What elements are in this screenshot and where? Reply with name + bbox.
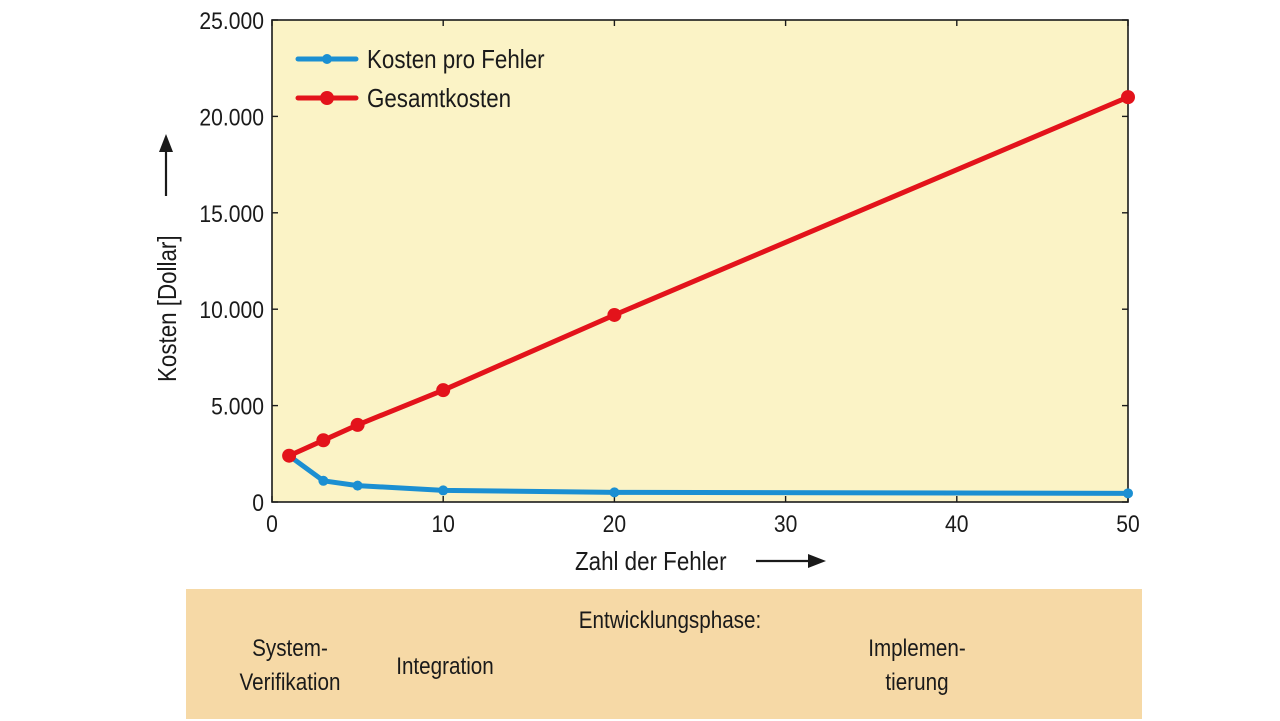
- series-layer: [282, 90, 1135, 499]
- data-point: [282, 448, 297, 463]
- y-tick-label: 5.000: [211, 393, 264, 420]
- legend-swatch-marker: [322, 54, 332, 64]
- series-line: [286, 453, 1131, 496]
- x-tick-label: 0: [266, 511, 278, 538]
- legend: Kosten pro Fehler Gesamtkosten: [295, 45, 545, 113]
- x-tick-label: 30: [774, 511, 797, 538]
- x-tick-label: 50: [1116, 511, 1139, 538]
- data-point: [1121, 90, 1135, 105]
- y-axis-label: Kosten [Dollar]: [153, 235, 182, 382]
- y-tick-label: 20.000: [199, 104, 264, 131]
- phase-implementation-line2: tierung: [885, 669, 949, 696]
- phase-implementation-line1: Implemen-: [868, 635, 966, 662]
- phase-system-line2: Verifikation: [239, 669, 341, 696]
- data-point: [352, 480, 363, 491]
- x-axis-label: Zahl der Fehler: [575, 547, 727, 576]
- legend-swatch-marker: [320, 91, 334, 105]
- series-gesamtkosten: [282, 90, 1135, 463]
- phase-implementation: Implemen- tierung: [827, 632, 1008, 700]
- plot-frame: [271, 19, 1129, 503]
- y-tick-label: 25.000: [199, 8, 264, 35]
- data-point: [350, 417, 365, 432]
- development-phase-panel: [186, 589, 1142, 719]
- x-tick-label: 40: [945, 511, 968, 538]
- legend-label: Kosten pro Fehler: [367, 45, 545, 74]
- y-axis-arrow-head: [159, 134, 173, 152]
- x-axis-arrow-head: [808, 554, 826, 568]
- data-point: [438, 485, 449, 496]
- x-tick-label: 10: [431, 511, 454, 538]
- phase-heading: Entwicklungsphase:: [578, 607, 762, 634]
- phase-system-verification: System- Verifikation: [213, 632, 368, 700]
- data-point: [609, 487, 620, 498]
- data-point: [436, 383, 451, 398]
- data-point: [318, 475, 329, 486]
- phase-system-line1: System-: [252, 635, 328, 662]
- y-tick-label: 10.000: [199, 297, 264, 324]
- y-tick-label: 0: [252, 490, 264, 517]
- y-tick-label: 15.000: [199, 201, 264, 228]
- plot-area: [272, 20, 1128, 502]
- x-tick-label: 20: [603, 511, 626, 538]
- axes: 0 5.000 10.000 15.000 20.000 25.000 0 10 20 30 40 5…: [153, 8, 1139, 577]
- legend-label: Gesamtkosten: [367, 84, 511, 113]
- data-point: [607, 307, 622, 322]
- data-point: [1123, 488, 1133, 499]
- data-point: [316, 433, 331, 448]
- phase-integration: Integration: [396, 653, 494, 680]
